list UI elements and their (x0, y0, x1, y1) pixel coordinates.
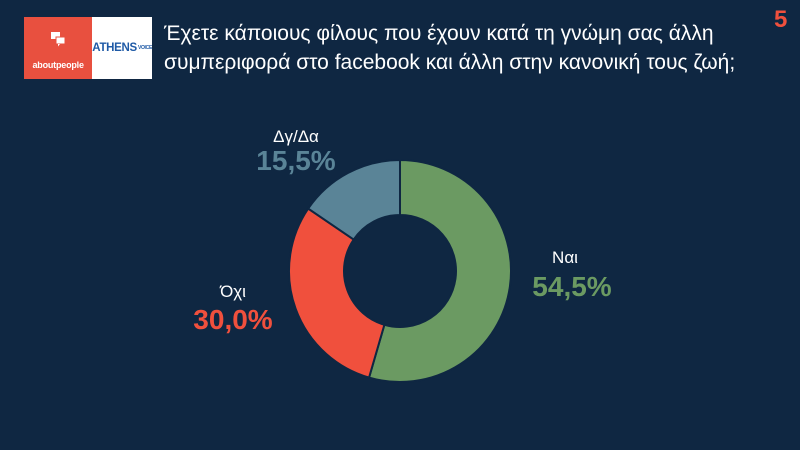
value-label: 54,5% (532, 271, 611, 302)
page-number: 5 (774, 6, 788, 33)
aboutpeople-logo: aboutpeople (24, 17, 93, 79)
category-label: Δγ/Δα (273, 127, 319, 146)
category-label: Ναι (552, 248, 578, 267)
slice-no (288, 207, 386, 379)
athens-wordmark: ATHENS (92, 42, 137, 54)
chart-slices (288, 158, 512, 383)
athens-voice-logo: ATHENS VOICE (92, 17, 152, 79)
value-label: 30,0% (193, 304, 272, 335)
category-label: Όχι (219, 282, 246, 301)
voice-wordmark: VOICE (137, 45, 152, 51)
logo: aboutpeople ATHENS VOICE (24, 17, 152, 79)
value-label: 15,5% (256, 145, 335, 176)
slice-dk (306, 158, 401, 241)
slice-yes (367, 158, 512, 383)
survey-question: Έχετε κάποιους φίλους που έχουν κατά τη … (164, 22, 736, 74)
aboutpeople-wordmark: aboutpeople (32, 60, 84, 70)
speech-bubble-icon (51, 32, 66, 47)
